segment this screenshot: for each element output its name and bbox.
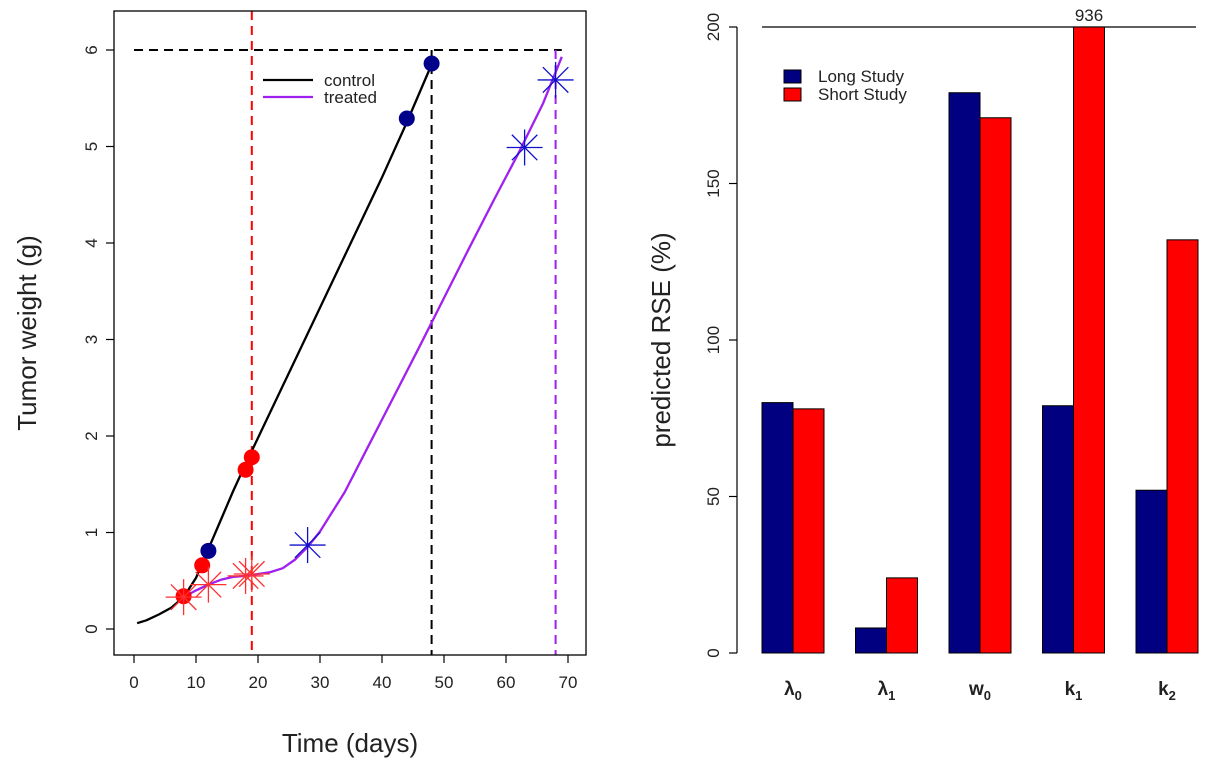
star-stroke [195,571,222,598]
x-tick-label: 40 [373,673,392,692]
y-tick-label: 0 [704,648,723,657]
bar-long-study [761,402,794,654]
bar-short-study [979,117,1012,654]
y-tick-label: 1 [82,528,101,537]
y-axis-title: predicted RSE (%) [646,232,676,447]
x-tick-label: 20 [249,673,268,692]
star-stroke [232,562,259,590]
y-tick-label: 4 [82,238,101,247]
legend-label-long-study: Long Study [818,67,905,86]
legend-label-control: control [324,71,375,90]
data-point-dot [237,461,254,478]
y-tick-label: 2 [82,431,101,440]
legend-swatch-short-study [783,87,802,102]
plot-frame [113,10,587,656]
legend-swatch-long-study [783,69,802,84]
y-tick-label: 150 [704,169,723,197]
legend: Long Study Short Study [783,67,907,104]
bar-short-study [792,408,825,654]
x-category-label: k2 [1158,679,1176,703]
x-tick-label: 0 [129,673,138,692]
data-point-star [289,527,326,564]
star-stroke [294,531,321,559]
bar-long-study [1135,489,1168,654]
star-stroke [238,560,265,588]
x-tick-label: 50 [435,673,454,692]
legend: control treated [263,71,377,107]
legend-label-short-study: Short Study [818,85,907,104]
y-tick-label: 5 [82,142,101,151]
data-point-dot [200,542,217,559]
data-point-star [227,557,264,594]
data-point-dot [194,557,211,574]
bar-short-study [886,577,918,654]
x-tick-label: 30 [311,673,330,692]
y-tick-label: 50 [704,487,723,506]
y-tick-label: 0 [82,624,101,633]
legend-label-treated: treated [324,88,377,107]
x-axis-title: Time (days) [282,728,418,758]
y-tick-label: 100 [704,326,723,354]
series-line-treated [183,56,563,599]
data-point-star [165,579,202,616]
bar-long-study [855,627,887,654]
y-tick-label: 3 [82,335,101,344]
series-line-control [136,64,433,625]
x-category-label: w0 [968,679,991,703]
data-point-star [506,129,543,166]
data-point-star [233,555,270,592]
data-point-dot [423,55,440,72]
data-point-star [537,61,574,98]
x-category-label: λ0 [784,679,802,703]
x-tick-label: 60 [497,673,516,692]
x-category-label: k1 [1065,679,1083,703]
bar-short-study [1166,239,1199,654]
x-category-label: λ1 [878,679,896,703]
x-tick-label: 10 [187,673,206,692]
rse-bar-chart: 0 50 100 150 200 λ0 λ1 w0 k1 k2 936 predicted RS… [646,6,1199,703]
data-point-star [190,566,227,603]
bar-long-study [948,92,981,654]
x-tick-label: 70 [559,673,578,692]
y-axis-title: Tumor weight (g) [12,235,42,431]
data-point-dot [243,449,260,466]
bar-long-study [1042,405,1074,654]
star-stroke [170,583,197,611]
data-point-dot [398,110,415,127]
y-tick-label: 6 [82,45,101,54]
star-stroke [542,66,569,94]
y-tick-label: 200 [704,13,723,41]
star-stroke [511,134,538,161]
clipped-value-label: 936 [1075,6,1103,25]
tumor-weight-chart: 0 10 20 30 40 50 60 70 0 1 2 3 4 5 6 Time (days) Tumo… [12,10,587,758]
bar-short-study [1073,26,1105,654]
